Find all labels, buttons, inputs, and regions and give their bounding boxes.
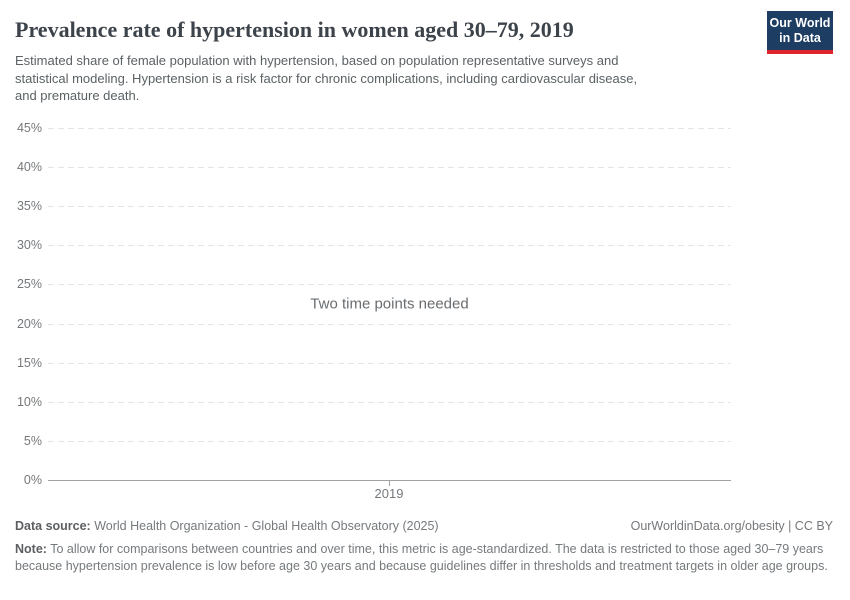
y-tick-label: 45% <box>16 121 42 135</box>
chart-subtitle: Estimated share of female population wit… <box>15 52 637 105</box>
x-tick-mark <box>389 480 390 486</box>
gridline <box>48 441 731 442</box>
y-tick-label: 25% <box>16 277 42 291</box>
y-tick-label: 20% <box>16 317 42 331</box>
plot-area: 45% 40% 35% 30% 25% 20% 15% 10% <box>16 121 731 501</box>
source-row: Data source: World Health Organization -… <box>15 518 833 535</box>
gridline <box>48 206 731 207</box>
subtitle-line: and premature death. <box>15 88 140 103</box>
gridline <box>48 284 731 285</box>
data-source-label: Data source: <box>15 519 91 533</box>
gridline <box>48 128 731 129</box>
subtitle-line: statistical modeling. Hypertension is a … <box>15 70 638 86</box>
gridline <box>48 402 731 403</box>
note-text: To allow for comparisons between countri… <box>15 542 828 573</box>
chart-footer: Data source: World Health Organization -… <box>15 518 833 575</box>
attribution-link[interactable]: OurWorldinData.org/obesity | CC BY <box>630 519 833 533</box>
y-tick-label: 15% <box>16 356 42 370</box>
y-tick-label: 10% <box>16 395 42 409</box>
y-tick-label: 0% <box>23 473 42 487</box>
note-label: Note: <box>15 542 47 556</box>
chart-note: Note: To allow for comparisons between c… <box>15 541 833 575</box>
gridline <box>48 245 731 246</box>
gridline <box>48 363 731 364</box>
y-tick-label: 40% <box>16 160 42 174</box>
page-title: Prevalence rate of hypertension in women… <box>15 17 574 42</box>
gridline <box>48 324 731 325</box>
owid-logo[interactable]: Our World in Data <box>767 11 833 54</box>
x-tick-label: 2019 <box>374 486 404 501</box>
owid-logo-line1: Our World <box>769 16 831 30</box>
y-tick-label: 30% <box>16 238 42 252</box>
gridline <box>48 167 731 168</box>
data-source-value: World Health Organization - Global Healt… <box>94 519 439 533</box>
owid-logo-line2: in Data <box>779 31 821 45</box>
empty-state-message: Two time points needed <box>310 295 469 313</box>
data-source: Data source: World Health Organization -… <box>15 518 439 535</box>
subtitle-line: Estimated share of female population wit… <box>15 53 619 68</box>
y-tick-label: 35% <box>16 199 42 213</box>
y-tick-label: 5% <box>23 434 42 448</box>
